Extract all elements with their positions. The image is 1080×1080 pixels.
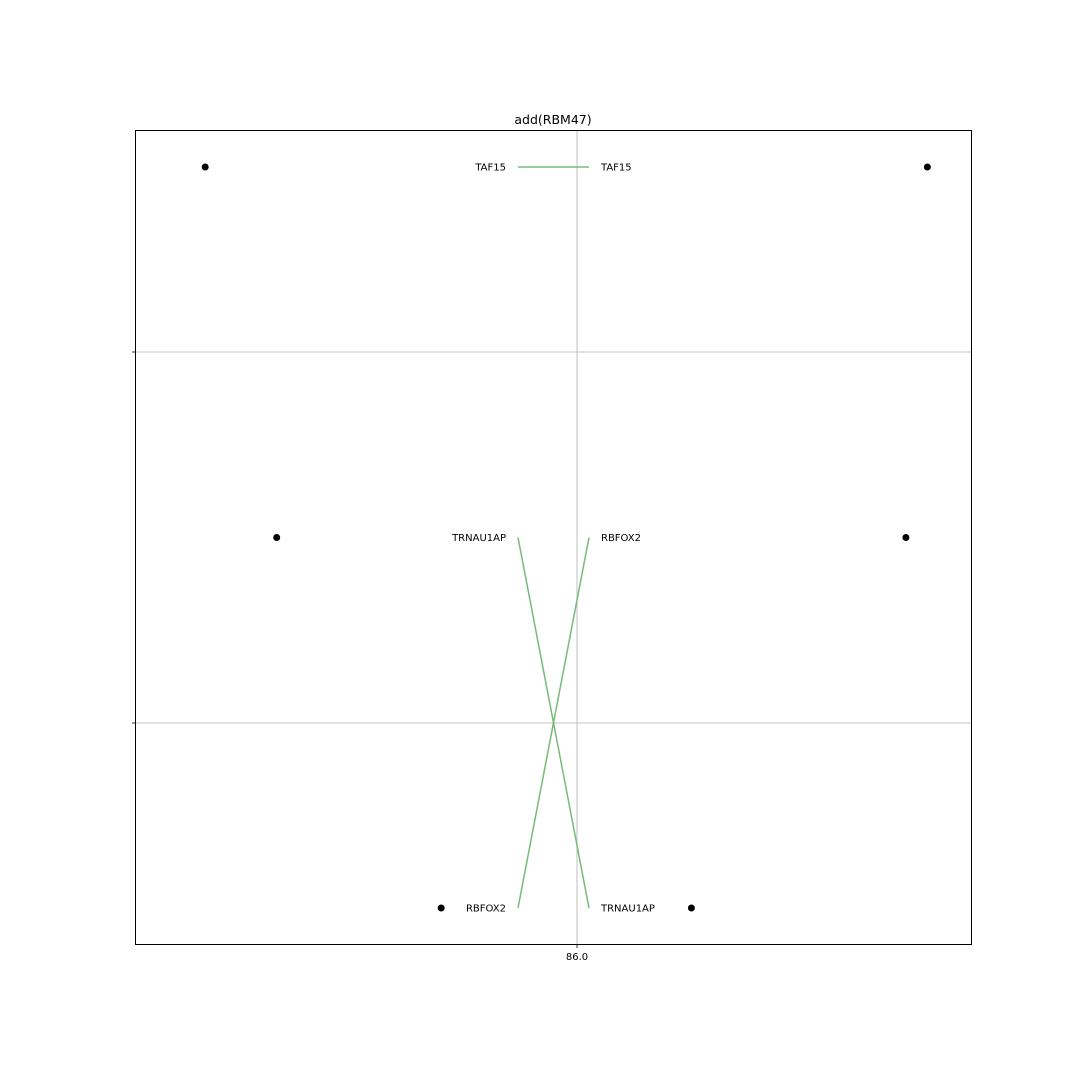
left-label-trnau1ap: TRNAU1AP: [451, 533, 506, 544]
right-label-taf15: TAF15: [600, 163, 632, 174]
right-label-trnau1ap: TRNAU1AP: [600, 904, 655, 915]
left-marker-trnau1ap: [273, 534, 281, 541]
left-marker-taf15: [201, 163, 209, 171]
right-label-rbfox2: RBFOX2: [601, 533, 641, 544]
right-marker-trnau1ap: [687, 904, 695, 912]
plot-frame: [135, 130, 972, 945]
x-tick-label: 86.0: [566, 952, 588, 963]
left-label-rbfox2: RBFOX2: [466, 904, 506, 915]
markers: [201, 163, 931, 912]
connector-rbfox2: [517, 537, 590, 909]
left-label-taf15: TAF15: [474, 163, 506, 174]
left-marker-rbfox2: [437, 904, 445, 912]
connectors: [517, 166, 590, 909]
chart-title: add(RBM47): [514, 112, 591, 127]
labels: TAF15 TRNAU1AP RBFOX2 TAF15 RBFOX2 TRNAU1AP: [451, 163, 655, 915]
right-marker-taf15: [923, 163, 931, 171]
right-marker-rbfox2: [902, 534, 910, 541]
ticks: 86.0: [132, 351, 588, 963]
